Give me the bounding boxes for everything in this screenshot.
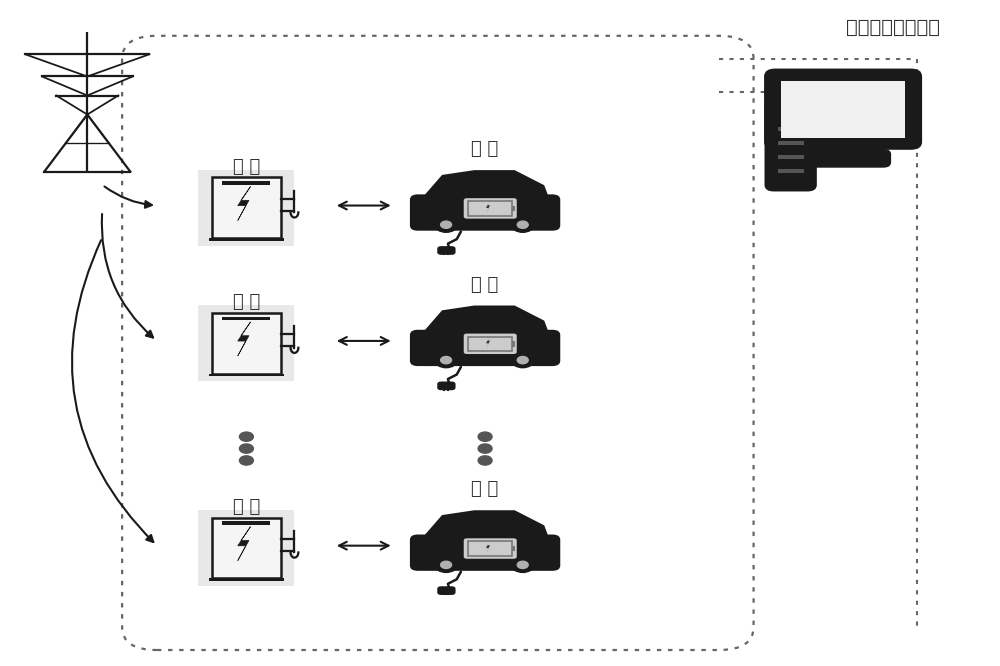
FancyBboxPatch shape [410,535,560,571]
FancyBboxPatch shape [544,549,559,566]
Polygon shape [486,540,490,554]
Text: 充 电: 充 电 [233,158,260,176]
FancyBboxPatch shape [410,330,560,366]
FancyBboxPatch shape [464,198,517,218]
Bar [212,177,281,238]
Circle shape [239,432,253,442]
Bar [512,206,515,211]
FancyBboxPatch shape [437,246,456,255]
Text: 车 辆: 车 辆 [471,141,499,159]
Bar [212,313,281,374]
Bar [222,521,270,525]
Circle shape [517,561,528,569]
Text: 充 电: 充 电 [233,498,260,516]
FancyBboxPatch shape [544,209,559,226]
FancyBboxPatch shape [411,347,424,361]
Text: 充电站能量管理系: 充电站能量管理系 [846,19,940,37]
Circle shape [511,217,534,232]
Bar [222,181,270,185]
FancyBboxPatch shape [766,98,816,190]
FancyBboxPatch shape [464,538,517,559]
Polygon shape [421,510,550,539]
Polygon shape [421,170,550,200]
FancyBboxPatch shape [411,551,424,566]
Circle shape [478,432,492,442]
Text: 车 辆: 车 辆 [471,480,499,498]
Circle shape [511,352,534,368]
Circle shape [435,352,457,368]
Circle shape [517,356,528,364]
Bar [512,341,515,347]
FancyBboxPatch shape [468,336,512,351]
FancyBboxPatch shape [437,586,456,595]
Circle shape [239,444,253,453]
Circle shape [435,217,457,232]
Circle shape [517,221,528,228]
Circle shape [441,561,452,569]
Bar [209,374,284,376]
Circle shape [435,557,457,572]
FancyBboxPatch shape [198,510,294,586]
Bar [209,238,284,240]
Bar [512,545,515,551]
FancyBboxPatch shape [544,344,559,361]
Bar [835,143,851,155]
FancyBboxPatch shape [410,194,560,230]
Text: 车 辆: 车 辆 [471,276,499,294]
Circle shape [478,456,492,465]
Bar [778,155,804,159]
Circle shape [441,221,452,228]
FancyBboxPatch shape [468,541,512,555]
Circle shape [478,444,492,453]
Circle shape [239,456,253,465]
Bar [778,127,804,131]
FancyBboxPatch shape [795,149,891,168]
Bar [778,141,804,145]
Circle shape [511,557,534,572]
Bar [209,578,284,581]
FancyBboxPatch shape [198,170,294,246]
Polygon shape [421,306,550,335]
FancyBboxPatch shape [411,211,424,226]
Bar [778,168,804,172]
FancyBboxPatch shape [765,70,921,149]
Text: 充 电: 充 电 [233,293,260,311]
Polygon shape [486,200,490,214]
Circle shape [783,135,788,137]
FancyBboxPatch shape [464,334,517,354]
Polygon shape [238,322,251,356]
Polygon shape [238,186,251,220]
Polygon shape [486,335,490,350]
Bar [222,317,270,320]
FancyBboxPatch shape [437,382,456,390]
Polygon shape [238,527,251,561]
Bar [212,517,281,578]
Bar [781,81,905,138]
FancyBboxPatch shape [198,305,294,381]
FancyBboxPatch shape [468,201,512,216]
Circle shape [794,135,798,137]
Circle shape [441,356,452,364]
